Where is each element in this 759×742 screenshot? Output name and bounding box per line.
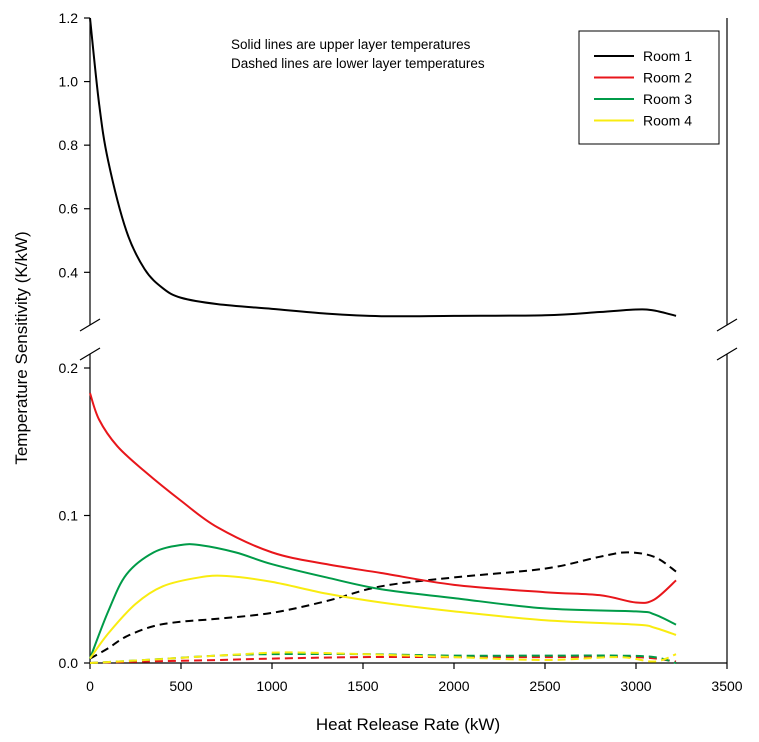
x-tick-label: 3000 [620, 678, 651, 694]
axis-break-mark [716, 318, 738, 332]
axis-ticks: 0 500 1000 1500 2000 2500 3000 3500 0.4 0.6 0.8 1.0… [59, 10, 743, 694]
y-axis-title: Temperature Sensitivity (K/kW) [12, 231, 31, 464]
axis-break-mark [716, 347, 738, 361]
x-tick-label: 1000 [256, 678, 287, 694]
legend-label-room-4: Room 4 [643, 113, 692, 129]
axis-break-mark [79, 318, 101, 332]
x-tick-label: 1500 [347, 678, 378, 694]
y-tick-label-upper: 0.4 [59, 264, 79, 280]
legend-label-room-3: Room 3 [643, 91, 692, 107]
series-line-room-4-upper [89, 574, 677, 660]
series-line-room-1-upper [89, 17, 677, 318]
x-axis-title: Heat Release Rate (kW) [316, 715, 500, 734]
x-tick-label: 500 [169, 678, 193, 694]
legend-label-room-1: Room 1 [643, 48, 692, 64]
y-tick-label-upper: 0.6 [59, 201, 79, 217]
series-layer [89, 17, 677, 664]
series-line-room-2-lower [89, 655, 677, 664]
series-line-room-4-lower [89, 651, 677, 664]
annotation-dashed-lines: Dashed lines are lower layer temperature… [231, 56, 485, 71]
y-tick-label-lower: 0.1 [59, 508, 79, 524]
axis-break-mark [79, 347, 101, 361]
annotation-solid-lines: Solid lines are upper layer temperatures [231, 37, 471, 52]
y-tick-label-upper: 1.2 [59, 10, 79, 26]
axes-frame [79, 18, 738, 664]
y-tick-label-lower: 0.0 [59, 655, 79, 671]
y-tick-label-upper: 0.8 [59, 137, 79, 153]
legend-box [578, 30, 720, 145]
y-tick-label-lower: 0.2 [59, 360, 79, 376]
series-line-room-1-lower [89, 551, 677, 660]
series-line-room-3-upper [89, 543, 677, 659]
legend-label-room-2: Room 2 [643, 70, 692, 86]
x-tick-label: 0 [86, 678, 94, 694]
x-tick-label: 2500 [529, 678, 560, 694]
legend: Room 1 Room 2 Room 3 Room 4 [578, 30, 720, 145]
series-line-room-2-upper [89, 392, 677, 604]
x-tick-label: 3500 [711, 678, 742, 694]
y-tick-label-upper: 1.0 [59, 74, 79, 90]
x-tick-label: 2000 [438, 678, 469, 694]
